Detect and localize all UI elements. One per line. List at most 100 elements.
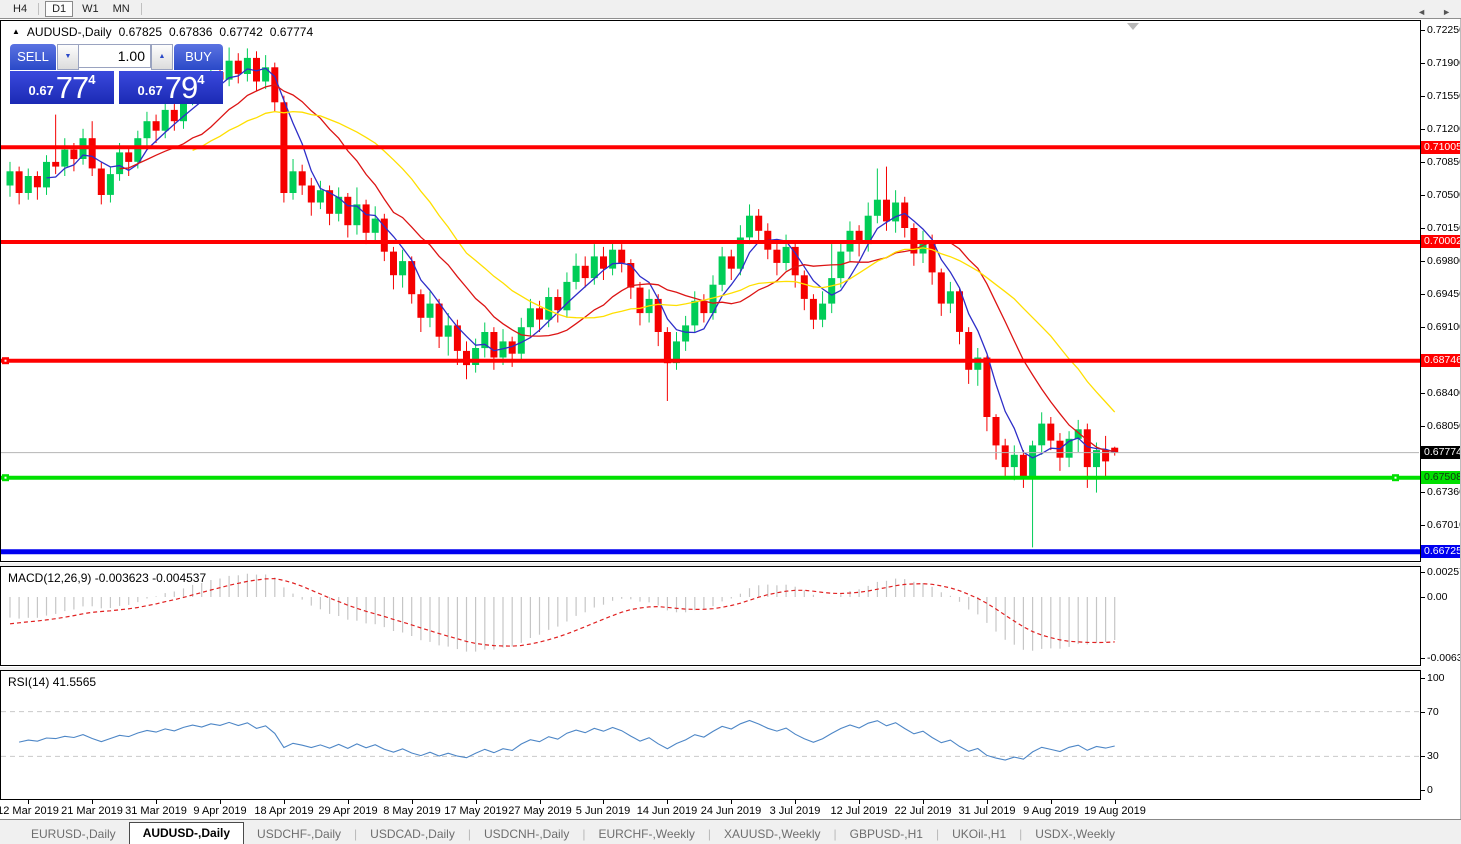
timeframe-button-mn[interactable]: MN: [112, 3, 130, 15]
collapse-panel-icon[interactable]: ▲: [12, 27, 20, 36]
macd-pane[interactable]: [0, 566, 1421, 666]
buy-price-prefix: 0.67: [137, 83, 163, 98]
date-label: 18 Apr 2019: [254, 805, 314, 817]
chart-ohlc-header: ▲ AUDUSD-,Daily 0.67825 0.67836 0.67742 …: [12, 25, 313, 39]
candle-body: [1093, 450, 1100, 468]
candle-body: [682, 325, 690, 342]
candle-body: [636, 287, 644, 314]
timeframe-toolbar: H4 D1 W1 MN: [0, 0, 1461, 19]
rsi-scale-label: 0: [1427, 784, 1433, 796]
chart-shift-marker-icon[interactable]: [1127, 23, 1139, 30]
candle-body: [1001, 445, 1009, 468]
timeframe-button-w1[interactable]: W1: [82, 3, 99, 15]
candle-body: [809, 298, 817, 320]
tab-scroll-right-icon[interactable]: ►: [1442, 7, 1451, 17]
rsi-scale-label: 100: [1427, 672, 1445, 684]
date-tick: [795, 800, 796, 804]
candle-body: [819, 303, 827, 320]
buy-price-big-digits: 79: [164, 70, 198, 105]
candle-body: [618, 249, 626, 263]
candle-body: [864, 215, 872, 245]
candle-body: [800, 275, 808, 299]
candle-body: [490, 332, 498, 358]
rsi-pane[interactable]: [0, 670, 1421, 800]
candle-body: [956, 291, 963, 332]
candle-body: [536, 308, 543, 320]
tab-eurchf-weekly[interactable]: EURCHF-,Weekly: [598, 827, 695, 841]
candle-body: [463, 350, 470, 366]
timeframe-button-h4[interactable]: H4: [13, 3, 28, 15]
candle-body: [316, 190, 324, 203]
price-tick: [1421, 162, 1425, 163]
chart-symbol-label: AUDUSD-,Daily: [26, 25, 112, 39]
volume-increase-button[interactable]: ▲: [151, 44, 173, 70]
volume-input[interactable]: [78, 44, 151, 68]
main-pane-border: [0, 20, 1421, 562]
candle-body: [24, 176, 32, 193]
price-tick: [1421, 63, 1425, 64]
candle-body: [873, 199, 881, 216]
timeframe-button-d1[interactable]: D1: [45, 1, 74, 17]
candle-body: [1029, 445, 1037, 477]
rsi-scale-tick: [1421, 756, 1425, 757]
tab-scroll-left-icon[interactable]: ◄: [1417, 7, 1427, 17]
tab-ukoil-h1[interactable]: UKOil-,H1: [952, 827, 1007, 841]
tab-usdx-weekly[interactable]: USDX-,Weekly: [1035, 827, 1116, 841]
price-tick: [1421, 261, 1425, 262]
ohlc-close: 0.67774: [269, 25, 314, 39]
tab-gbpusd-h1[interactable]: GBPUSD-,H1: [849, 827, 923, 841]
tab-eurusd-daily[interactable]: EURUSD-,Daily: [31, 827, 116, 841]
sell-button[interactable]: SELL: [10, 44, 56, 70]
candle-body: [727, 256, 735, 269]
tab-usdcad-daily[interactable]: USDCAD-,Daily: [370, 827, 455, 841]
buy-button[interactable]: BUY: [174, 44, 223, 70]
pane-splitter[interactable]: [0, 667, 1461, 670]
tab-separator: |: [467, 827, 471, 841]
candle-body: [143, 121, 151, 139]
candle-body: [180, 98, 187, 122]
date-label: 12 Jul 2019: [830, 805, 888, 817]
tab-usdcnh-daily[interactable]: USDCNH-,Daily: [483, 827, 570, 841]
macd-signal-line: [9, 577, 1115, 647]
main-chart-svg: [0, 20, 1421, 562]
sell-price-quote[interactable]: 0.67 77 4: [10, 71, 114, 104]
candle-body: [371, 218, 379, 233]
volume-decrease-button[interactable]: ▼: [57, 44, 79, 70]
date-tick: [92, 800, 93, 804]
tab-audusd-daily[interactable]: AUDUSD-,Daily: [128, 822, 245, 844]
candle-body: [380, 218, 388, 252]
ma-line-13: [119, 83, 1115, 452]
date-tick: [348, 800, 349, 804]
candle-body: [6, 171, 14, 186]
candle-body: [517, 327, 525, 354]
candle-body: [234, 60, 242, 74]
buy-price-quote[interactable]: 0.67 79 4: [119, 71, 223, 104]
date-axis[interactable]: 12 Mar 2019 21 Mar 2019 31 Mar 2019 9 Apr 2…: [0, 800, 1421, 819]
tab-usdchf-daily[interactable]: USDCHF-,Daily: [257, 827, 342, 841]
ma-line-5: [46, 67, 1115, 459]
pane-splitter[interactable]: [0, 563, 1461, 566]
price-level-badge: 0.66725: [1421, 545, 1461, 558]
candle-body: [627, 263, 635, 288]
candle-body: [755, 215, 763, 231]
tab-xauusd-weekly[interactable]: XAUUSD-,Weekly: [724, 827, 821, 841]
candle-body: [709, 284, 717, 314]
main-chart-pane[interactable]: [0, 20, 1421, 562]
date-tick: [987, 800, 988, 804]
date-label: 24 Jun 2019: [700, 805, 762, 817]
tab-separator: |: [707, 827, 712, 841]
ma-line-21: [192, 110, 1116, 413]
candle-body: [554, 297, 562, 311]
rsi-name: RSI(14): [8, 675, 50, 689]
date-label: 21 Mar 2019: [61, 805, 123, 817]
candle-body: [901, 202, 909, 228]
candle-body: [444, 325, 452, 337]
price-tick: [1421, 492, 1425, 493]
macd-scale-label: 0.00: [1427, 591, 1448, 603]
macd-scale-label: -0.006326: [1427, 652, 1461, 664]
